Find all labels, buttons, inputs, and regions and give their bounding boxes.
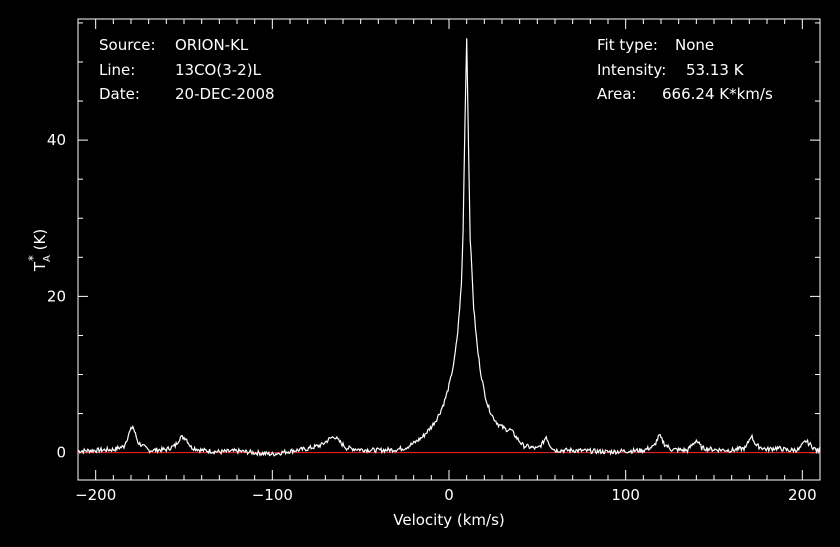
y-tick-label: 40 [47,131,66,149]
x-tick-label: −100 [252,486,293,504]
line-value: 13CO(3-2)L [175,61,262,79]
intensity-value: 53.13 K [686,61,745,79]
y-tick-label: 20 [47,287,66,305]
y-axis-label-unit: (K) [31,229,49,255]
y-axis-label-main: T [31,261,49,272]
date-value: 20-DEC-2008 [175,85,275,103]
date-label: Date: [99,85,140,103]
line-label: Line: [99,61,135,79]
spectrum-line [77,38,821,457]
area-value: 666.24 K*km/s [662,85,773,103]
axis-ticks [77,19,821,480]
x-tick-label: 100 [611,486,640,504]
y-tick-label: 0 [56,444,66,462]
fit-type-label: Fit type: [597,36,658,54]
x-tick-label: 200 [788,486,817,504]
source-label: Source: [99,36,156,54]
source-value: ORION-KL [175,36,249,54]
x-axis-label: Velocity (km/s) [393,511,504,529]
intensity-label: Intensity: [597,61,666,79]
axis-tick-labels: −200 −100 0 100 200 0 20 40 [47,131,817,504]
y-axis-label: TA* (K) [26,229,53,272]
x-tick-label: 0 [444,486,454,504]
area-label: Area: [597,85,637,103]
y-axis-label-sub: A [42,255,53,262]
y-axis-label-sup: * [26,255,40,261]
fit-type-value: None [675,36,714,54]
x-tick-label: −200 [75,486,116,504]
